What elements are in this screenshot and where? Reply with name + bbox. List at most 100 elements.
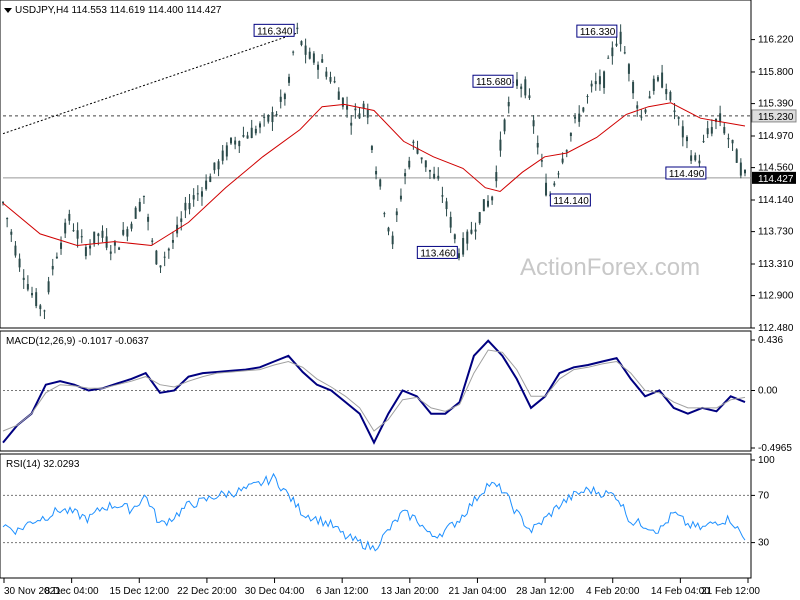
candle-body — [159, 265, 162, 268]
candle-body — [225, 145, 228, 157]
candle-body — [151, 240, 154, 242]
candle-body — [453, 234, 456, 240]
price-y-tick-label: 114.560 — [758, 163, 794, 174]
price-y-tick-label: 113.310 — [758, 259, 794, 270]
price-annotation-label: 113.460 — [420, 248, 456, 259]
candle-body — [163, 256, 166, 258]
current-price-box — [752, 171, 796, 184]
candle-body — [296, 27, 299, 30]
candle-body — [43, 310, 46, 312]
macd-y-tick-label: 0.00 — [758, 385, 778, 396]
x-tick-label: 30 Dec 04:00 — [245, 586, 305, 597]
candle-body — [142, 195, 145, 197]
x-tick-label: 30 Nov 2021 — [4, 586, 61, 597]
candle-body — [416, 147, 419, 154]
candle-body — [292, 51, 295, 53]
price-annotation-box — [665, 166, 707, 180]
chevron-down-icon[interactable] — [4, 8, 12, 13]
candle-body — [238, 141, 241, 147]
candle-body — [516, 79, 519, 86]
candle-body — [10, 231, 13, 235]
level-price-box — [751, 109, 797, 123]
candle-body — [706, 128, 709, 135]
candle-body — [134, 207, 137, 219]
candle-body — [681, 126, 684, 138]
candle-body — [35, 292, 38, 307]
macd-y-tick-label: -0.4965 — [758, 443, 792, 454]
x-tick-label: 21 Feb 12:00 — [701, 586, 760, 597]
candle-body — [735, 149, 738, 163]
rsi-y-tick-label: 30 — [758, 538, 770, 549]
candle-body — [354, 108, 357, 111]
candle-body — [598, 76, 601, 85]
candle-body — [723, 127, 726, 134]
candle-body — [375, 170, 378, 175]
candle-body — [437, 175, 440, 179]
candle-body — [532, 120, 535, 127]
candle-body — [358, 113, 361, 119]
candle-body — [636, 105, 639, 109]
candle-body — [441, 195, 444, 197]
candle-body — [337, 91, 340, 100]
candle-body — [619, 31, 622, 45]
candle-body — [486, 200, 489, 207]
price-y-tick-label: 112.900 — [758, 291, 794, 302]
candle-body — [259, 123, 262, 128]
candle-body — [283, 93, 286, 100]
candle-body — [499, 139, 502, 151]
candle-body — [677, 117, 680, 119]
candle-body — [578, 113, 581, 122]
candle-body — [582, 107, 585, 112]
candle-body — [60, 242, 63, 249]
symbol-header: USDJPY,H4 114.553 114.619 114.400 114.42… — [15, 5, 222, 16]
candle-body — [217, 161, 220, 170]
candle-body — [710, 127, 713, 134]
candle-body — [84, 247, 87, 257]
candle-body — [627, 64, 630, 74]
price-annotation-label: 115.680 — [476, 77, 512, 88]
candle-body — [561, 158, 564, 163]
rsi-panel — [0, 453, 752, 579]
candle-body — [536, 142, 539, 148]
current-price-label: 114.427 — [758, 174, 794, 185]
x-tick-label: 13 Jan 20:00 — [381, 586, 439, 597]
price-annotation-label: 114.490 — [669, 169, 705, 180]
x-tick-label: 22 Dec 20:00 — [177, 586, 237, 597]
candle-body — [130, 223, 133, 229]
candle-body — [387, 227, 390, 232]
candle-body — [333, 81, 336, 83]
price-y-tick-label: 114.140 — [758, 195, 794, 206]
candle-body — [690, 155, 693, 161]
candle-body — [656, 77, 659, 81]
candle-body — [557, 173, 560, 175]
candle-body — [648, 96, 651, 99]
candle-body — [47, 281, 50, 293]
price-y-tick-label: 115.390 — [758, 99, 794, 110]
candle-body — [424, 160, 427, 168]
candle-body — [250, 127, 253, 138]
price-annotation-box — [253, 23, 295, 37]
candle-body — [221, 150, 224, 161]
candle-body — [399, 195, 402, 200]
macd-layer — [2, 339, 751, 445]
candle-body — [229, 137, 232, 144]
axis-layer: 116.220 115.800 115.390 114.970 114.560 114.1… — [3, 35, 797, 597]
candle-body — [632, 81, 635, 94]
candle-body — [607, 57, 610, 59]
candle-body — [366, 109, 369, 118]
rsi-y-tick-label: 70 — [758, 490, 770, 501]
candle-body — [101, 230, 104, 238]
candle-body — [308, 51, 311, 59]
candle-body — [180, 218, 183, 222]
candle-body — [524, 79, 527, 96]
candle-body — [404, 173, 407, 177]
rsi-y-tick-label: 100 — [758, 455, 775, 466]
candle-body — [482, 199, 485, 212]
candle-body — [491, 196, 494, 201]
rsi-layer — [2, 472, 751, 552]
candle-body — [350, 122, 353, 126]
candle-body — [93, 231, 96, 244]
candle-body — [254, 128, 257, 134]
candle-body — [727, 137, 730, 140]
candle-body — [14, 245, 17, 256]
